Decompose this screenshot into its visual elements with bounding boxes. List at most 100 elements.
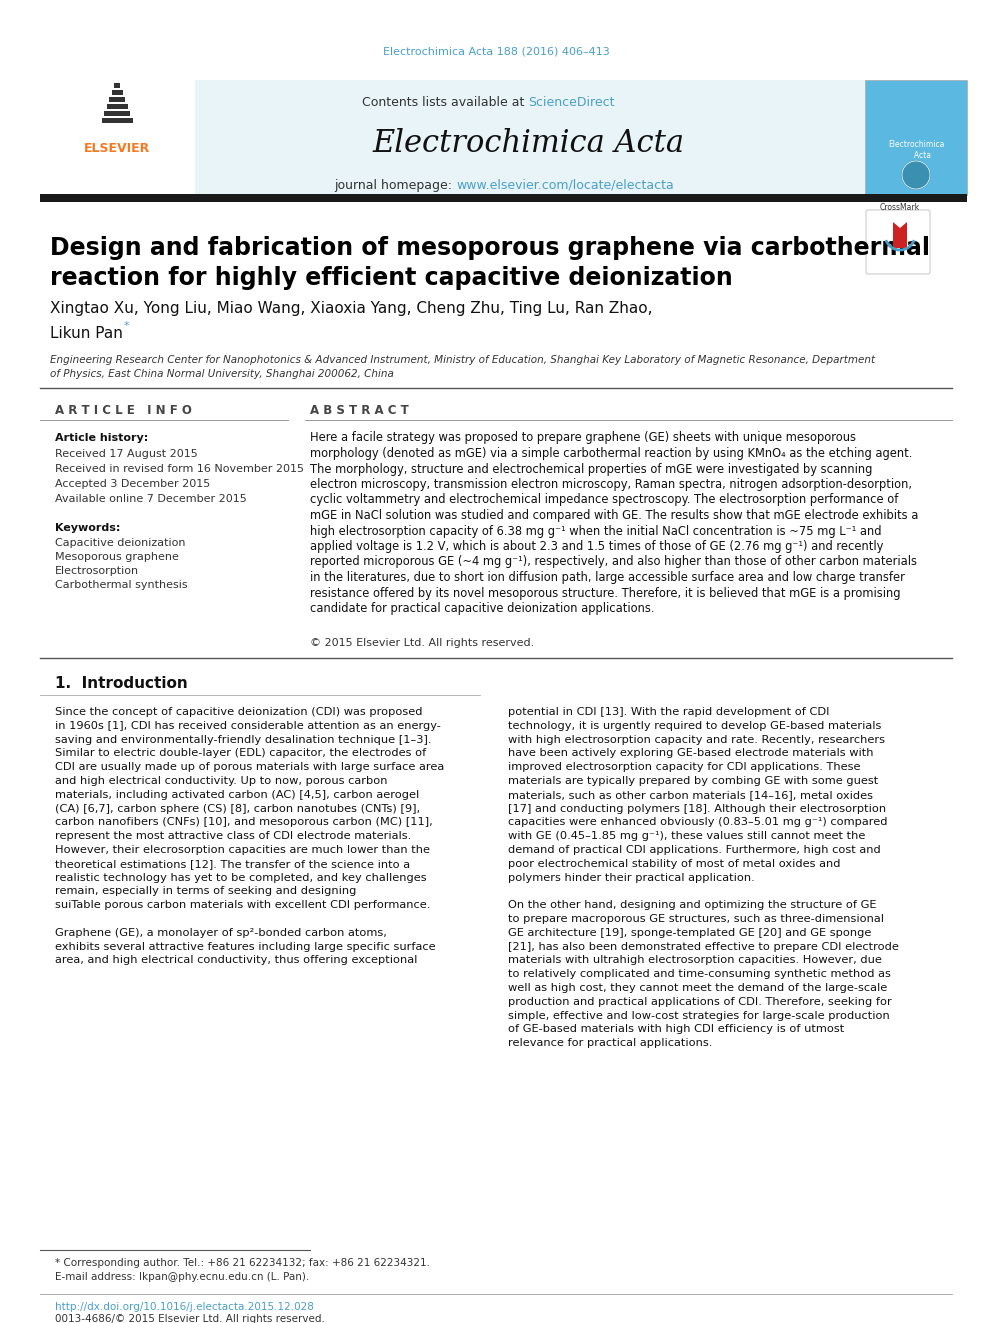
Text: to relatively complicated and time-consuming synthetic method as: to relatively complicated and time-consu… bbox=[508, 970, 891, 979]
Text: materials are typically prepared by combing GE with some guest: materials are typically prepared by comb… bbox=[508, 777, 878, 786]
Bar bbox=[104, 111, 130, 116]
Text: * Corresponding author. Tel.: +86 21 62234132; fax: +86 21 62234321.: * Corresponding author. Tel.: +86 21 622… bbox=[55, 1258, 430, 1267]
Text: CDI are usually made up of porous materials with large surface area: CDI are usually made up of porous materi… bbox=[55, 762, 444, 773]
Text: Electrochimica Acta 188 (2016) 406–413: Electrochimica Acta 188 (2016) 406–413 bbox=[383, 48, 609, 57]
Text: suiTable porous carbon materials with excellent CDI performance.: suiTable porous carbon materials with ex… bbox=[55, 900, 431, 910]
Text: of Physics, East China Normal University, Shanghai 200062, China: of Physics, East China Normal University… bbox=[50, 369, 394, 378]
Bar bbox=[101, 118, 133, 123]
Text: journal homepage:: journal homepage: bbox=[334, 179, 456, 192]
FancyBboxPatch shape bbox=[866, 210, 930, 274]
Text: Electrosorption: Electrosorption bbox=[55, 566, 139, 576]
Text: capacities were enhanced obviously (0.83–5.01 mg g⁻¹) compared: capacities were enhanced obviously (0.83… bbox=[508, 818, 888, 827]
Text: carbon nanofibers (CNFs) [10], and mesoporous carbon (MC) [11],: carbon nanofibers (CNFs) [10], and mesop… bbox=[55, 818, 433, 827]
Text: remain, especially in terms of seeking and designing: remain, especially in terms of seeking a… bbox=[55, 886, 356, 897]
Bar bbox=[109, 97, 125, 102]
Text: Keywords:: Keywords: bbox=[55, 523, 120, 533]
Text: improved electrosorption capacity for CDI applications. These: improved electrosorption capacity for CD… bbox=[508, 762, 860, 773]
Text: mGE in NaCl solution was studied and compared with GE. The results show that mGE: mGE in NaCl solution was studied and com… bbox=[310, 509, 919, 523]
Text: 0013-4686/© 2015 Elsevier Ltd. All rights reserved.: 0013-4686/© 2015 Elsevier Ltd. All right… bbox=[55, 1314, 324, 1323]
Text: simple, effective and low-cost strategies for large-scale production: simple, effective and low-cost strategie… bbox=[508, 1011, 890, 1020]
FancyBboxPatch shape bbox=[40, 79, 865, 194]
Text: A B S T R A C T: A B S T R A C T bbox=[310, 404, 409, 417]
Text: Here a facile strategy was proposed to prepare graphene (GE) sheets with unique : Here a facile strategy was proposed to p… bbox=[310, 431, 856, 445]
FancyBboxPatch shape bbox=[40, 79, 195, 194]
Text: *: * bbox=[124, 321, 130, 331]
Text: http://dx.doi.org/10.1016/j.electacta.2015.12.028: http://dx.doi.org/10.1016/j.electacta.20… bbox=[55, 1302, 313, 1312]
Bar bbox=[111, 90, 122, 95]
Text: in 1960s [1], CDI has received considerable attention as an energy-: in 1960s [1], CDI has received considera… bbox=[55, 721, 440, 730]
Text: Graphene (GE), a monolayer of sp²-bonded carbon atoms,: Graphene (GE), a monolayer of sp²-bonded… bbox=[55, 927, 387, 938]
Text: technology, it is urgently required to develop GE-based materials: technology, it is urgently required to d… bbox=[508, 721, 881, 730]
Text: Since the concept of capacitive deionization (CDI) was proposed: Since the concept of capacitive deioniza… bbox=[55, 706, 423, 717]
Text: Design and fabrication of mesoporous graphene via carbothermal: Design and fabrication of mesoporous gra… bbox=[50, 235, 930, 261]
Text: Received in revised form 16 November 2015: Received in revised form 16 November 201… bbox=[55, 464, 304, 474]
Text: saving and environmentally-friendly desalination technique [1–3].: saving and environmentally-friendly desa… bbox=[55, 734, 432, 745]
Text: morphology (denoted as mGE) via a simple carbothermal reaction by using KMnO₄ as: morphology (denoted as mGE) via a simple… bbox=[310, 447, 913, 460]
Text: have been actively exploring GE-based electrode materials with: have been actively exploring GE-based el… bbox=[508, 749, 874, 758]
Text: high electrosorption capacity of 6.38 mg g⁻¹ when the initial NaCl concentration: high electrosorption capacity of 6.38 mg… bbox=[310, 524, 882, 537]
Text: poor electrochemical stability of most of metal oxides and: poor electrochemical stability of most o… bbox=[508, 859, 840, 869]
Text: potential in CDI [13]. With the rapid development of CDI: potential in CDI [13]. With the rapid de… bbox=[508, 706, 829, 717]
Text: © 2015 Elsevier Ltd. All rights reserved.: © 2015 Elsevier Ltd. All rights reserved… bbox=[310, 638, 535, 648]
Text: Received 17 August 2015: Received 17 August 2015 bbox=[55, 448, 197, 459]
Text: Article history:: Article history: bbox=[55, 433, 148, 443]
Text: The morphology, structure and electrochemical properties of mGE were investigate: The morphology, structure and electroche… bbox=[310, 463, 872, 475]
Bar bbox=[40, 194, 967, 202]
Text: E-mail address: lkpan@phy.ecnu.edu.cn (L. Pan).: E-mail address: lkpan@phy.ecnu.edu.cn (L… bbox=[55, 1271, 310, 1282]
Text: Mesoporous graphene: Mesoporous graphene bbox=[55, 552, 179, 562]
Text: Similar to electric double-layer (EDL) capacitor, the electrodes of: Similar to electric double-layer (EDL) c… bbox=[55, 749, 427, 758]
Text: applied voltage is 1.2 V, which is about 2.3 and 1.5 times of those of GE (2.76 : applied voltage is 1.2 V, which is about… bbox=[310, 540, 883, 553]
Text: production and practical applications of CDI. Therefore, seeking for: production and practical applications of… bbox=[508, 996, 892, 1007]
Text: with high electrosorption capacity and rate. Recently, researchers: with high electrosorption capacity and r… bbox=[508, 734, 885, 745]
Text: Electrochimica Acta: Electrochimica Acta bbox=[372, 127, 684, 159]
Text: reported microporous GE (~4 mg g⁻¹), respectively, and also higher than those of: reported microporous GE (~4 mg g⁻¹), res… bbox=[310, 556, 917, 569]
Circle shape bbox=[902, 161, 930, 189]
Text: reaction for highly efficient capacitive deionization: reaction for highly efficient capacitive… bbox=[50, 266, 733, 290]
Text: [21], has also been demonstrated effective to prepare CDI electrode: [21], has also been demonstrated effecti… bbox=[508, 942, 899, 951]
Text: area, and high electrical conductivity, thus offering exceptional: area, and high electrical conductivity, … bbox=[55, 955, 418, 966]
FancyBboxPatch shape bbox=[865, 79, 967, 194]
Text: www.elsevier.com/locate/electacta: www.elsevier.com/locate/electacta bbox=[456, 179, 674, 192]
Bar bbox=[114, 83, 120, 89]
Text: materials with ultrahigh electrosorption capacities. However, due: materials with ultrahigh electrosorption… bbox=[508, 955, 882, 966]
Text: resistance offered by its novel mesoporous structure. Therefore, it is believed : resistance offered by its novel mesoporo… bbox=[310, 586, 901, 599]
Text: materials, such as other carbon materials [14–16], metal oxides: materials, such as other carbon material… bbox=[508, 790, 873, 800]
Text: theoretical estimations [12]. The transfer of the science into a: theoretical estimations [12]. The transf… bbox=[55, 859, 410, 869]
Text: well as high cost, they cannot meet the demand of the large-scale: well as high cost, they cannot meet the … bbox=[508, 983, 887, 994]
Polygon shape bbox=[893, 222, 907, 247]
Text: CrossMark: CrossMark bbox=[880, 204, 920, 213]
Text: GE architecture [19], sponge-templated GE [20] and GE sponge: GE architecture [19], sponge-templated G… bbox=[508, 927, 871, 938]
Text: Likun Pan: Likun Pan bbox=[50, 325, 123, 340]
Text: Carbothermal synthesis: Carbothermal synthesis bbox=[55, 579, 187, 590]
Text: Accepted 3 December 2015: Accepted 3 December 2015 bbox=[55, 479, 210, 490]
Text: 1.  Introduction: 1. Introduction bbox=[55, 676, 187, 692]
Text: demand of practical CDI applications. Furthermore, high cost and: demand of practical CDI applications. Fu… bbox=[508, 845, 881, 855]
Text: Engineering Research Center for Nanophotonics & Advanced Instrument, Ministry of: Engineering Research Center for Nanophot… bbox=[50, 355, 875, 365]
Text: Contents lists available at: Contents lists available at bbox=[362, 97, 528, 110]
Text: However, their elecrosorption capacities are much lower than the: However, their elecrosorption capacities… bbox=[55, 845, 430, 855]
Text: represent the most attractive class of CDI electrode materials.: represent the most attractive class of C… bbox=[55, 831, 412, 841]
Text: cyclic voltammetry and electrochemical impedance spectroscopy. The electrosorpti: cyclic voltammetry and electrochemical i… bbox=[310, 493, 899, 507]
Text: Available online 7 December 2015: Available online 7 December 2015 bbox=[55, 493, 247, 504]
Text: Xingtao Xu, Yong Liu, Miao Wang, Xiaoxia Yang, Cheng Zhu, Ting Lu, Ran Zhao,: Xingtao Xu, Yong Liu, Miao Wang, Xiaoxia… bbox=[50, 300, 653, 315]
Text: with GE (0.45–1.85 mg g⁻¹), these values still cannot meet the: with GE (0.45–1.85 mg g⁻¹), these values… bbox=[508, 831, 865, 841]
Text: A R T I C L E   I N F O: A R T I C L E I N F O bbox=[55, 404, 191, 417]
Text: Electrochimica
     Acta: Electrochimica Acta bbox=[888, 140, 944, 160]
Text: of GE-based materials with high CDI efficiency is of utmost: of GE-based materials with high CDI effi… bbox=[508, 1024, 844, 1035]
Text: realistic technology has yet to be completed, and key challenges: realistic technology has yet to be compl… bbox=[55, 873, 427, 882]
Text: Capacitive deionization: Capacitive deionization bbox=[55, 538, 186, 548]
Text: in the literatures, due to short ion diffusion path, large accessible surface ar: in the literatures, due to short ion dif… bbox=[310, 572, 905, 583]
Text: [17] and conducting polymers [18]. Although their electrosorption: [17] and conducting polymers [18]. Altho… bbox=[508, 803, 886, 814]
Text: exhibits several attractive features including large specific surface: exhibits several attractive features inc… bbox=[55, 942, 435, 951]
Text: candidate for practical capacitive deionization applications.: candidate for practical capacitive deion… bbox=[310, 602, 655, 615]
Text: to prepare macroporous GE structures, such as three-dimensional: to prepare macroporous GE structures, su… bbox=[508, 914, 884, 923]
Text: ScienceDirect: ScienceDirect bbox=[528, 97, 614, 110]
Text: polymers hinder their practical application.: polymers hinder their practical applicat… bbox=[508, 873, 755, 882]
Text: materials, including activated carbon (AC) [4,5], carbon aerogel: materials, including activated carbon (A… bbox=[55, 790, 420, 800]
Text: On the other hand, designing and optimizing the structure of GE: On the other hand, designing and optimiz… bbox=[508, 900, 877, 910]
Text: (CA) [6,7], carbon sphere (CS) [8], carbon nanotubes (CNTs) [9],: (CA) [6,7], carbon sphere (CS) [8], carb… bbox=[55, 803, 421, 814]
Text: ELSEVIER: ELSEVIER bbox=[84, 142, 150, 155]
Text: electron microscopy, transmission electron microscopy, Raman spectra, nitrogen a: electron microscopy, transmission electr… bbox=[310, 478, 912, 491]
Text: relevance for practical applications.: relevance for practical applications. bbox=[508, 1039, 712, 1048]
Bar bbox=[106, 105, 128, 108]
